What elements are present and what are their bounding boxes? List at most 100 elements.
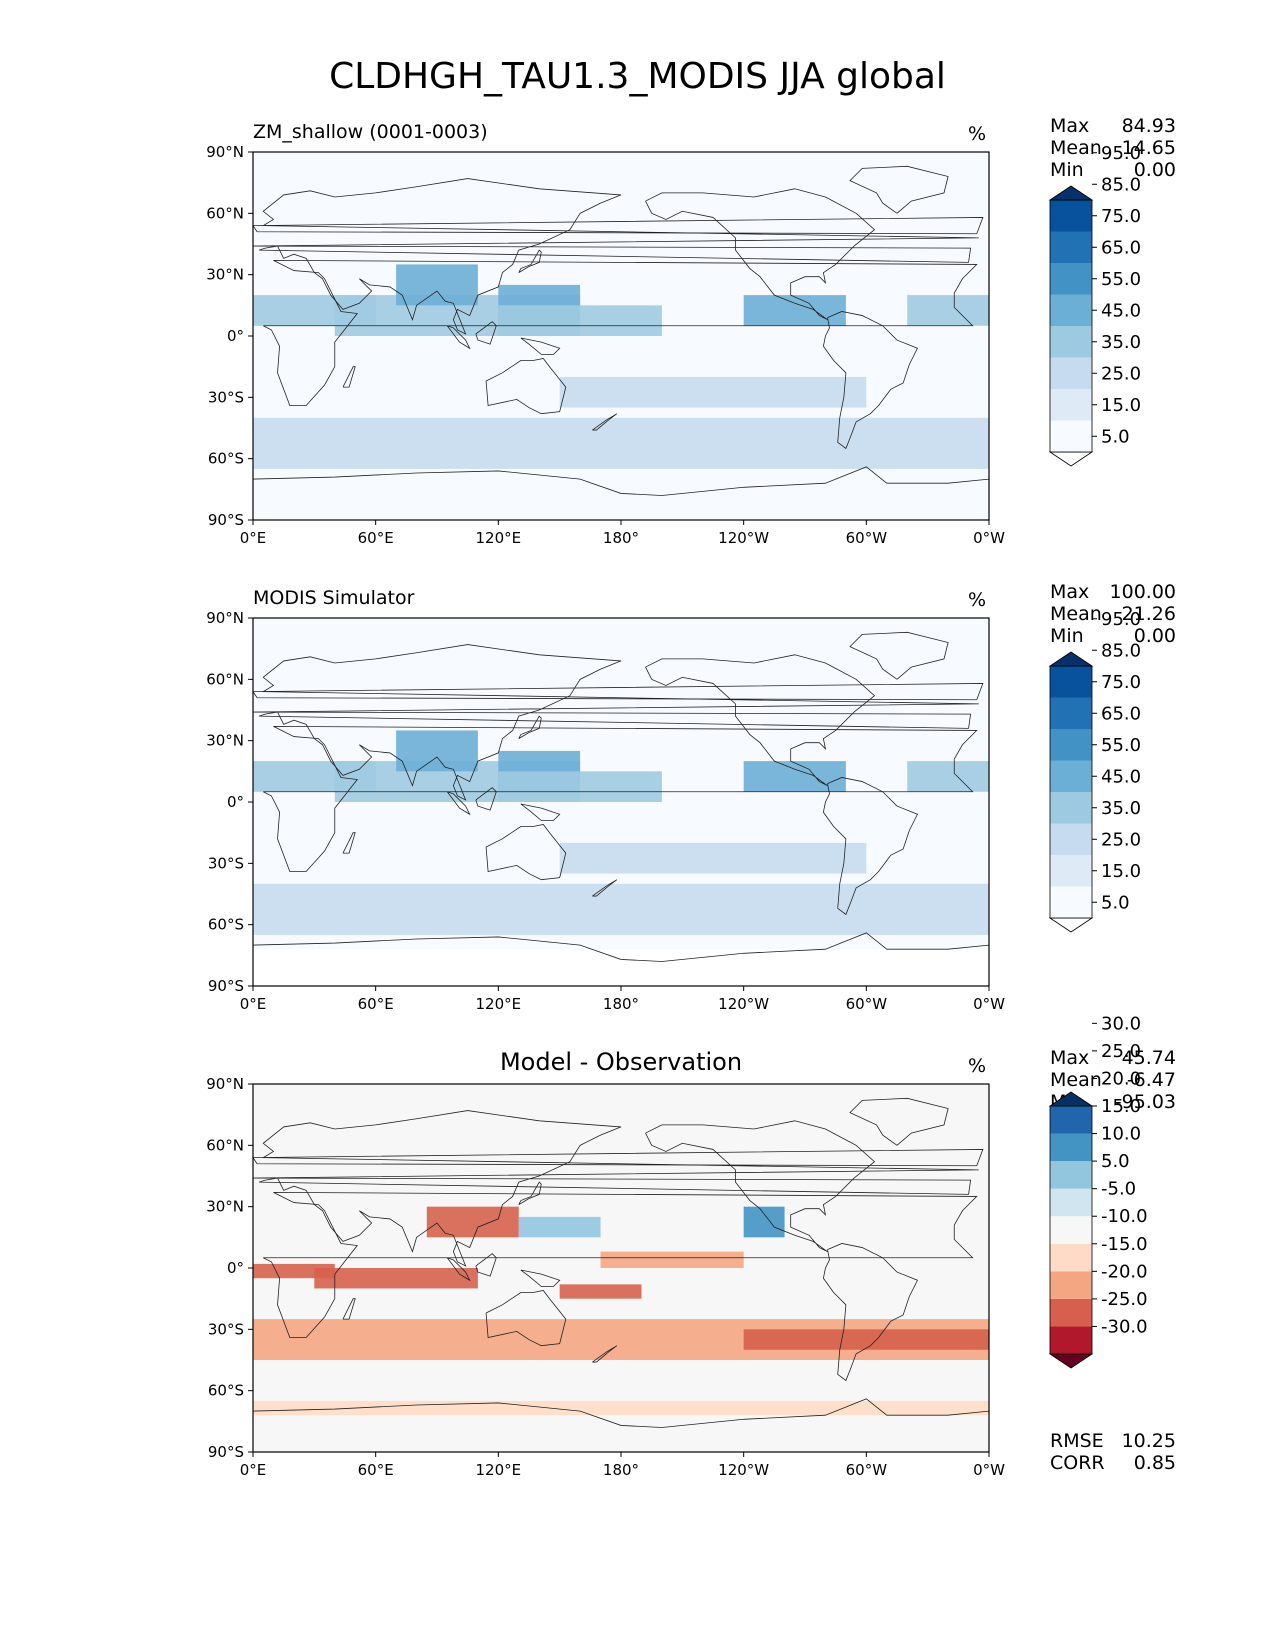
colorbar-extend-max (1048, 185, 1094, 201)
colorbar-label: 10.0 (1101, 1124, 1141, 1145)
colorbar: 5.0 15.0 25.0 35.0 45.0 55.0 65.0 75.0 85.0 95.0 (1048, 609, 1141, 933)
panel-3-extra-stats: RMSE 10.25 CORR 0.85 (1050, 1430, 1176, 1474)
y-tick-label: 60°N (206, 204, 244, 222)
panel-1-units: % (968, 123, 987, 145)
y-tick-label: 30°N (206, 266, 244, 284)
y-tick-label: 90°N (206, 1075, 244, 1093)
stat-value: 45.74 (1121, 1047, 1176, 1069)
x-tick-label: 0°W (973, 1461, 1005, 1479)
stat-value: 10.25 (1121, 1430, 1176, 1452)
colorbar-label: -30.0 (1101, 1316, 1148, 1337)
field-region (743, 1329, 989, 1350)
panel-3-title: Model - Observation (499, 1048, 743, 1076)
colorbar-segment (1050, 263, 1092, 295)
field-region (498, 305, 662, 336)
coastline (822, 1243, 918, 1382)
stat-value: 14.65 (1121, 137, 1176, 159)
y-tick-label: 60°S (208, 916, 244, 934)
colorbar-label: 20.0 (1101, 1068, 1141, 1089)
colorbar-extend-max (1048, 1091, 1094, 1107)
colorbar-extend-min (1048, 917, 1094, 933)
coastline (342, 1298, 356, 1320)
colorbar-segment (1050, 420, 1092, 452)
panel-1-stats: Max 84.93 Mean 14.65 Min 0.00 (1050, 115, 1176, 181)
coastline (475, 1253, 497, 1277)
field-region (253, 883, 989, 935)
panel-2-title: MODIS Simulator (253, 587, 415, 609)
figure-title: CLDHGH_TAU1.3_MODIS JJA global (329, 56, 946, 97)
x-tick-label: 60°E (358, 529, 394, 547)
colorbar-segment (1050, 1161, 1092, 1189)
colorbar-label: 5.0 (1101, 1151, 1130, 1172)
stat-value: 0.00 (1133, 625, 1176, 647)
colorbar-label: 45.0 (1101, 766, 1141, 787)
colorbar-segment (1050, 357, 1092, 389)
coastline (645, 654, 876, 787)
colorbar-label: -20.0 (1101, 1261, 1148, 1282)
map-area (252, 1084, 990, 1452)
colorbar-segment (1050, 326, 1092, 358)
coastline (252, 466, 990, 496)
y-tick-label: 30°N (206, 1198, 244, 1216)
x-tick-label: 120°W (718, 529, 769, 547)
colorbar-label: 55.0 (1101, 269, 1141, 290)
x-tick-label: 60°E (358, 995, 394, 1013)
coastline (475, 787, 497, 811)
panel-1-map-chart: 0°E 60°E 120°E 180° 120°W 60°W 0°W 90°N 60°N 30°N… (206, 143, 1141, 547)
field-region (600, 1251, 744, 1268)
colorbar-label: 85.0 (1101, 174, 1141, 195)
coastline (645, 1120, 876, 1253)
x-tick-label: 0°E (240, 1461, 267, 1479)
panel-2-stats: Max 100.00 Mean 21.26 Min 0.00 (1050, 581, 1176, 647)
colorbar-label: 75.0 (1101, 672, 1141, 693)
y-tick-label: 0° (227, 1259, 244, 1277)
colorbar-segment (1050, 697, 1092, 729)
stat-label: Max (1050, 115, 1090, 137)
x-tick-label: 120°E (476, 529, 522, 547)
coastline (485, 358, 567, 415)
x-tick-label: 0°E (240, 995, 267, 1013)
field-region (253, 295, 376, 326)
colorbar-extend-min (1048, 1353, 1094, 1369)
y-tick-label: 60°N (206, 1136, 244, 1154)
x-tick-label: 0°W (973, 529, 1005, 547)
colorbar-label: 45.0 (1101, 300, 1141, 321)
stat-value: 0.00 (1133, 159, 1176, 181)
field-region (907, 761, 989, 792)
coastline (252, 178, 979, 335)
coastline (849, 631, 949, 680)
stat-value: 100.00 (1109, 581, 1176, 603)
coastline (592, 1345, 618, 1363)
field-region (743, 1206, 785, 1238)
field-region (253, 1263, 335, 1279)
x-tick-label: 120°W (718, 1461, 769, 1479)
y-tick-label: 60°S (208, 450, 244, 468)
colorbar-label: 15.0 (1101, 1096, 1141, 1117)
stat-label: RMSE (1050, 1430, 1104, 1452)
coastline (592, 879, 618, 897)
y-tick-label: 90°N (206, 609, 244, 627)
coastline (252, 932, 990, 962)
colorbar-label: 15.0 (1101, 861, 1141, 882)
x-tick-label: 180° (603, 1461, 639, 1479)
y-tick-label: 30°S (208, 388, 244, 406)
colorbar-segment (1050, 1326, 1092, 1354)
coastline (518, 1181, 542, 1205)
coastline (342, 832, 356, 854)
field-region (426, 1206, 519, 1238)
colorbar-label: 35.0 (1101, 332, 1141, 353)
colorbar-segment (1050, 1216, 1092, 1244)
coastline (263, 725, 978, 872)
coastline (849, 165, 949, 214)
y-tick-label: 60°S (208, 1382, 244, 1400)
coastline (485, 824, 567, 881)
coastline (342, 366, 356, 388)
colorbar-segment (1050, 855, 1092, 887)
stat-value: -95.03 (1114, 1091, 1176, 1113)
colorbar-label: -10.0 (1101, 1206, 1148, 1227)
stat-label: Max (1050, 1047, 1090, 1069)
stat-value: 21.26 (1121, 603, 1176, 625)
coastline (822, 311, 918, 450)
colorbar: 5.0 15.0 25.0 35.0 45.0 55.0 65.0 75.0 85.0 95.0 (1048, 143, 1141, 467)
colorbar-extend-max (1048, 651, 1094, 667)
